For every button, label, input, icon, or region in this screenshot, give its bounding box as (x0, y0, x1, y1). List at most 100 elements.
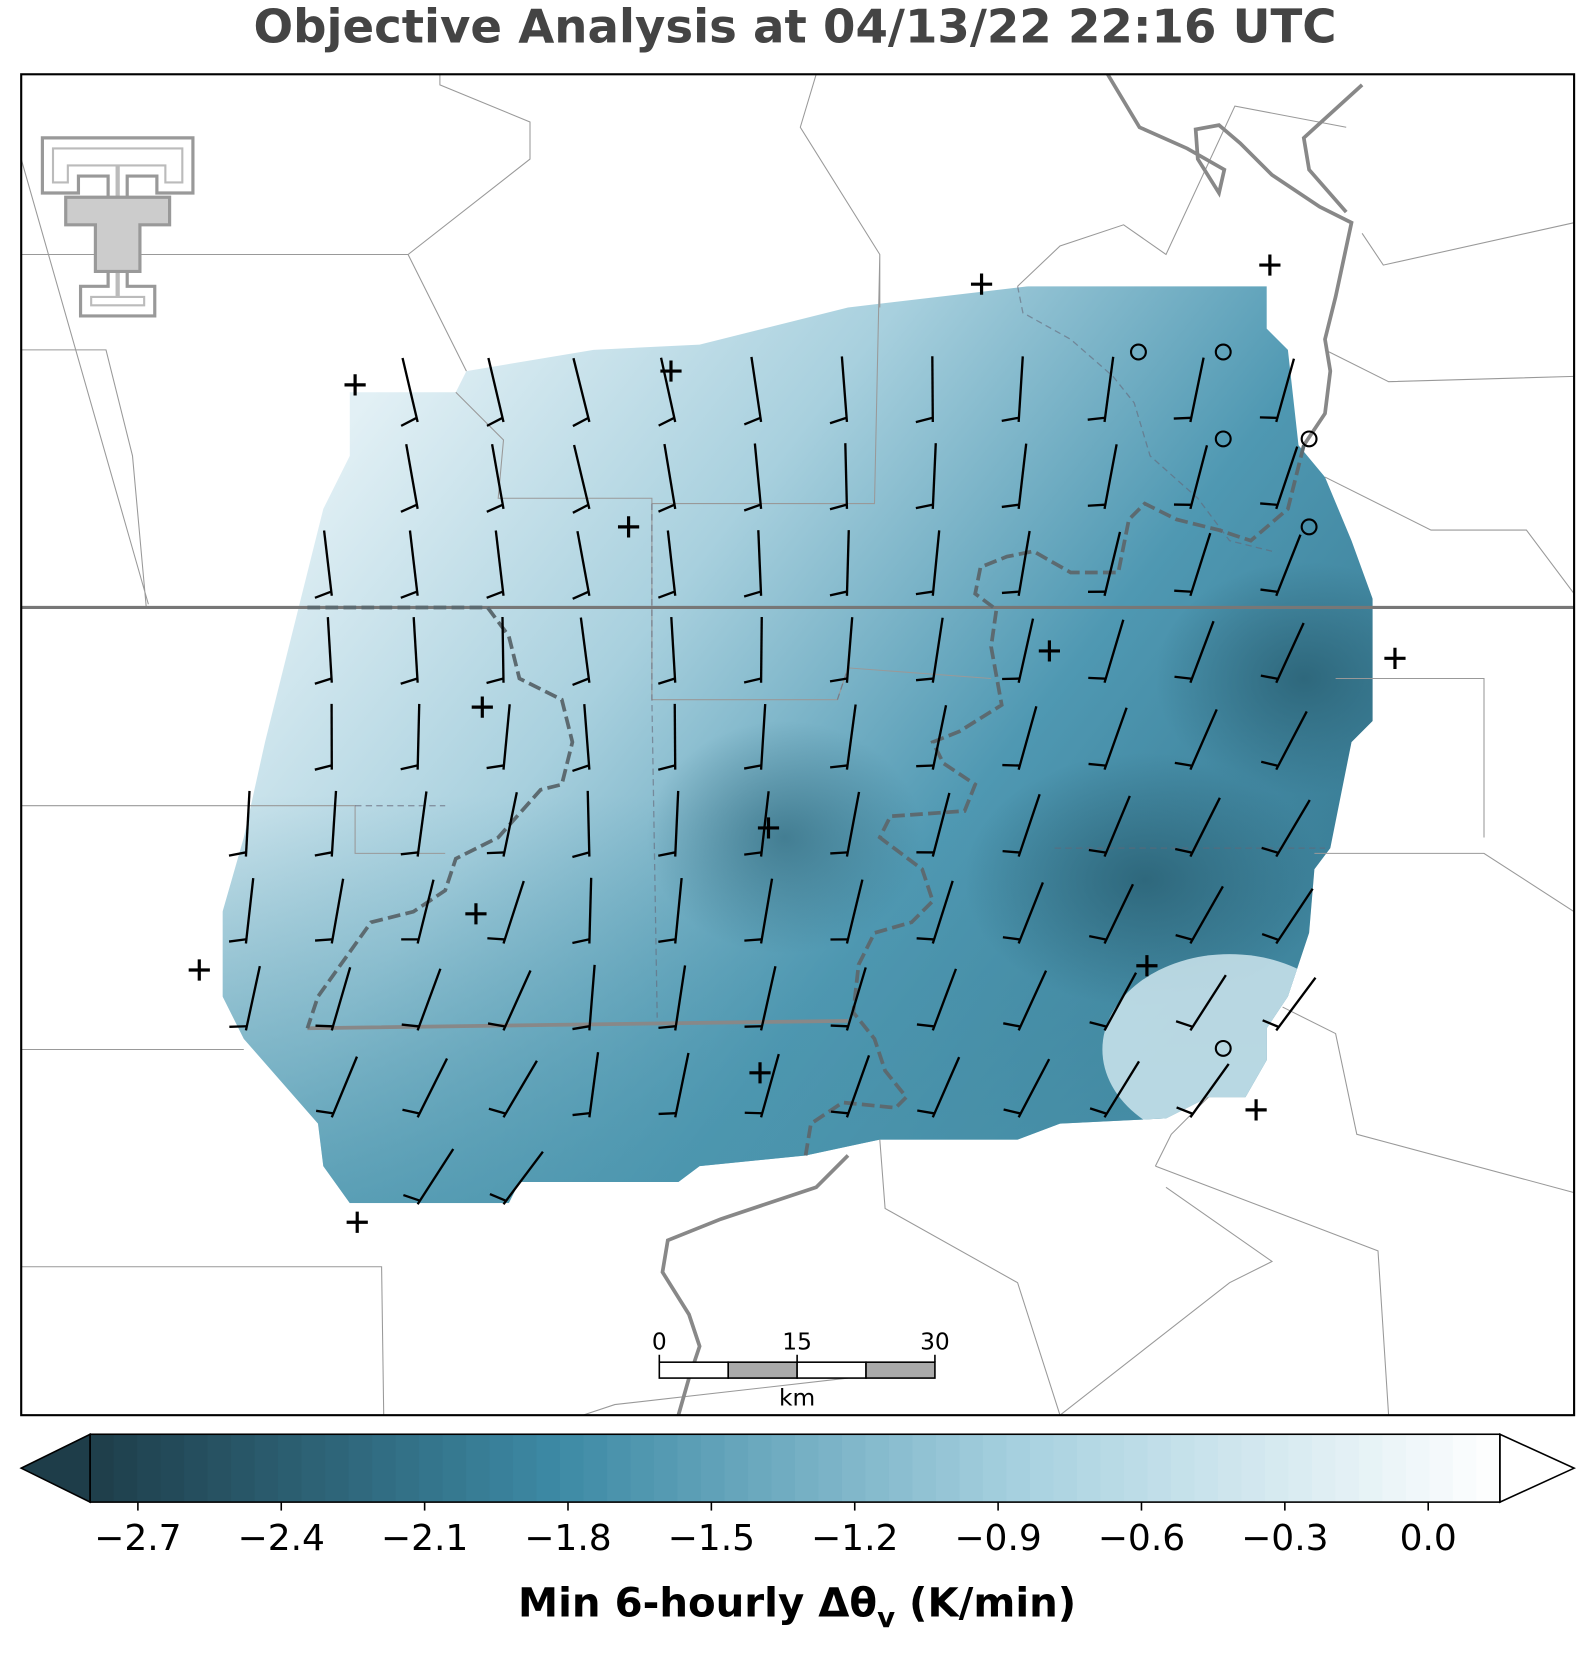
barb-flag (572, 851, 590, 859)
barb-flag (915, 590, 934, 596)
colorbar-extend-high (1499, 1433, 1577, 1504)
barb-flag (1001, 503, 1020, 509)
barb-shaft (1189, 708, 1218, 771)
barb-flag (915, 416, 934, 424)
colorbar-band (1006, 1434, 1031, 1503)
barb-shaft (674, 790, 680, 857)
barb-shaft (845, 879, 864, 944)
barb-shaft (330, 790, 338, 857)
barb-flag (657, 764, 676, 771)
barb-shaft (322, 530, 333, 596)
colorbar-band (654, 1434, 679, 1503)
barb-flag (1088, 934, 1107, 941)
barb-shaft (588, 964, 596, 1031)
barb-shaft (845, 704, 857, 770)
colorbar-band (607, 1434, 632, 1503)
barb-shaft (326, 617, 333, 683)
barb-shaft (1017, 443, 1028, 510)
barb-flag (1174, 675, 1193, 680)
barb-shaft (1275, 799, 1311, 858)
barb-shaft (674, 1052, 690, 1118)
barb-shaft (931, 1056, 961, 1118)
colorbar-tick-label: −0.6 (1098, 1518, 1185, 1559)
station-plus (344, 374, 366, 396)
station-plus (1384, 647, 1406, 669)
station-plus (1259, 254, 1281, 276)
station-plus (617, 516, 640, 538)
barb-flag (400, 764, 418, 771)
barb-shaft (502, 1150, 544, 1205)
colorbar-band (137, 1434, 162, 1503)
barb-flag (743, 764, 762, 770)
barb-shaft (502, 704, 511, 770)
station-circle (1300, 430, 1318, 448)
colorbar-band (1335, 1434, 1360, 1503)
barb-shaft (670, 617, 677, 683)
colorbar-tick-label: −2.4 (238, 1518, 325, 1559)
colorbar-band (254, 1434, 279, 1503)
barb-shaft (501, 616, 505, 683)
barb-shaft (1275, 534, 1302, 597)
colorbar-band (1429, 1434, 1454, 1503)
barb-flag (314, 677, 332, 685)
scale-bar: 0 15 30 km (652, 1328, 950, 1411)
barb-flag (830, 851, 848, 855)
barb-shaft (1103, 883, 1135, 944)
station-plus (757, 817, 780, 839)
barb-flag (228, 851, 247, 857)
barb-shaft (759, 1053, 780, 1118)
stations (188, 254, 1406, 1233)
barb-shaft (416, 879, 435, 944)
barb-flag (572, 677, 590, 686)
barb-flag (228, 938, 247, 943)
colorbar-band (113, 1434, 138, 1503)
barb-shaft (1275, 446, 1299, 510)
barb-flag (314, 764, 333, 771)
station-plus (188, 959, 210, 981)
scale-segment (658, 1361, 730, 1379)
barb-shaft (663, 443, 677, 510)
barb-shaft (1103, 531, 1122, 597)
barb-shaft (1189, 357, 1205, 423)
wind-barbs (228, 356, 1317, 1205)
barb-shaft (576, 530, 591, 597)
barb-flag (1089, 1107, 1108, 1115)
colorbar-band (466, 1434, 491, 1503)
colorbar-band (1311, 1434, 1337, 1503)
barb-shaft (1189, 974, 1227, 1032)
map: 0 15 30 km (20, 73, 1576, 1417)
barb-shaft (412, 617, 419, 683)
colorbar-tick-label: −1.2 (811, 1518, 898, 1559)
barb-flag (915, 503, 934, 510)
barb-shaft (579, 617, 591, 683)
barb-flag (1088, 762, 1107, 767)
barb-flag (1001, 416, 1020, 423)
barb-flag (829, 503, 848, 511)
barb-shaft (502, 1060, 538, 1118)
barb-flag (315, 1024, 334, 1028)
barb-shaft (674, 877, 683, 944)
barb-flag (744, 851, 762, 856)
barb-shaft (759, 791, 770, 857)
colorbar-band (1476, 1434, 1501, 1503)
colorbar-band (1053, 1434, 1078, 1503)
barb-flag (916, 764, 934, 768)
barb-flag (572, 938, 590, 945)
barb-shaft (588, 1052, 600, 1118)
barb-shaft (416, 968, 442, 1031)
barb-flag (915, 677, 934, 682)
scale-tick-label: 15 (782, 1328, 812, 1355)
barb-flag (314, 938, 333, 942)
barb-shaft (405, 443, 419, 510)
barb-flag (1261, 932, 1279, 942)
colorbar-band (1358, 1434, 1384, 1503)
colorbar-band (1076, 1434, 1102, 1503)
barb-shaft (502, 791, 518, 857)
barb-shaft (759, 616, 763, 683)
colorbar-band (959, 1434, 984, 1503)
colorbar-extend-low (19, 1432, 91, 1504)
scale-segment (865, 1361, 936, 1379)
barb-flag (743, 677, 762, 684)
colorbar-band (231, 1434, 256, 1503)
barb-shaft (1189, 797, 1221, 858)
